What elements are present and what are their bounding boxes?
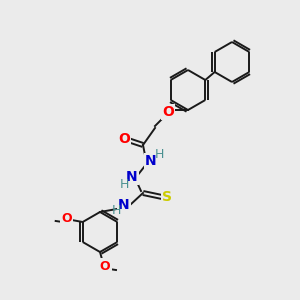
Text: N: N [145,154,157,168]
Text: N: N [118,198,130,212]
Text: O: O [100,260,110,272]
Text: H: H [154,148,164,161]
Text: O: O [118,132,130,146]
Text: O: O [61,212,72,226]
Text: S: S [162,190,172,204]
Text: H: H [119,178,129,190]
Text: H: H [111,205,121,218]
Text: O: O [162,105,174,119]
Text: N: N [126,170,138,184]
